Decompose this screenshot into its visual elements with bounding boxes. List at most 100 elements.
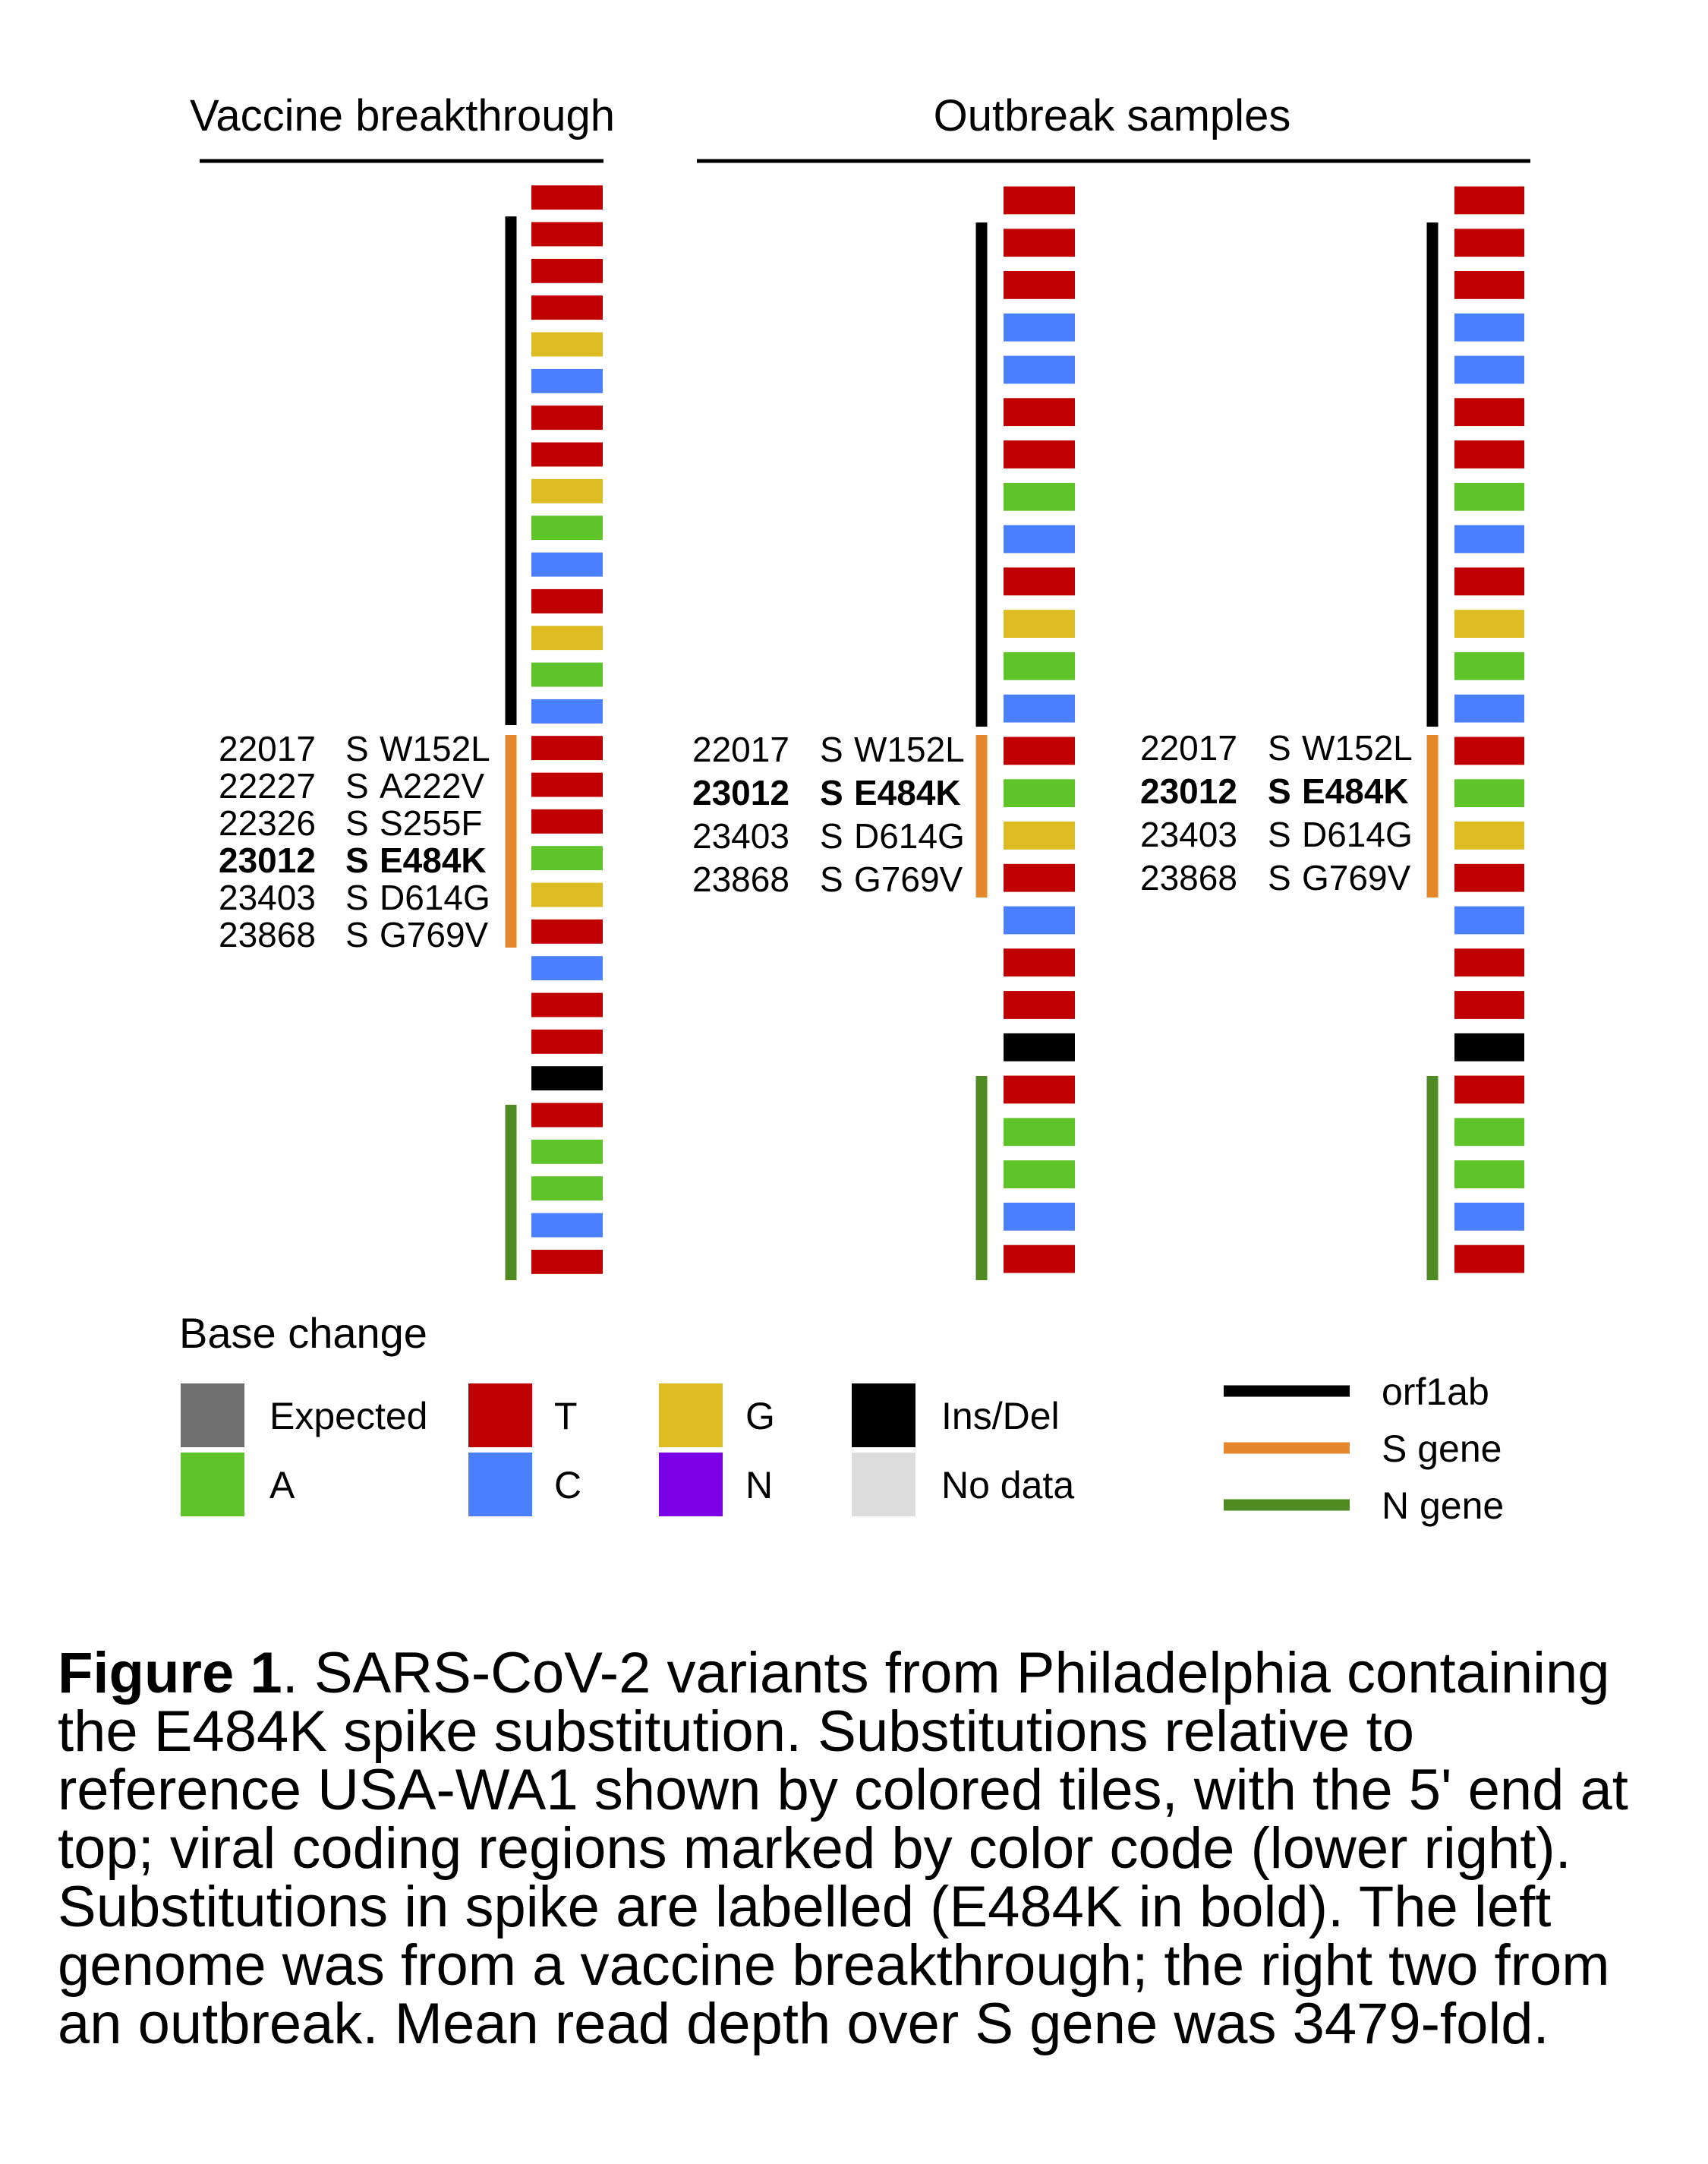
tile-t-22 [1454, 1075, 1524, 1104]
tile-t-1 [1454, 186, 1524, 215]
legend-swatch-n [659, 1453, 723, 1516]
base-change-legend: Expected T G Ins/Del A C N No data [181, 1383, 1074, 1516]
tile-g-13 [531, 626, 603, 651]
spike-label-substitution: W152L [380, 729, 490, 768]
legend-label-s-gene: S gene [1382, 1427, 1502, 1470]
tile-insdel-21 [1004, 1033, 1075, 1061]
tile-t-21 [531, 919, 603, 944]
tile-t-19 [1004, 948, 1075, 977]
spike-label-position: 23868 [1140, 858, 1237, 897]
spike-label-position: 23403 [1140, 815, 1237, 854]
spike-label-gene: S [1268, 858, 1291, 897]
tile-t-24 [531, 1029, 603, 1054]
spike-label-substitution: A222V [380, 766, 484, 806]
tile-insdel-21 [1454, 1033, 1524, 1061]
heading-outbreak-samples: Outbreak samples [934, 91, 1291, 140]
spike-label-gene: S [820, 860, 843, 899]
legend-swatch-g [659, 1383, 723, 1447]
spike-label-gene: S [1268, 815, 1291, 854]
tile-t-7 [531, 405, 603, 431]
legend-swatch-c [468, 1453, 532, 1516]
tile-t-18 [531, 809, 603, 834]
tile-c-22 [531, 956, 603, 981]
tile-t-7 [1454, 440, 1524, 468]
tile-a-8 [1454, 482, 1524, 511]
tile-t-2 [531, 222, 603, 247]
tile-t-20 [1454, 991, 1524, 1019]
tile-g-20 [531, 882, 603, 907]
spike-label-substitution: E484K [380, 841, 487, 880]
tile-a-28 [531, 1176, 603, 1201]
tile-c-13 [1004, 694, 1075, 723]
tile-t-16 [531, 736, 603, 761]
tile-c-15 [531, 699, 603, 724]
tile-c-6 [531, 368, 603, 393]
spike-label-substitution: D614G [380, 878, 490, 917]
tile-g-16 [1004, 822, 1075, 850]
spike-label-gene: S [345, 878, 369, 917]
tile-t-1 [1004, 186, 1075, 215]
spike-label-gene: S [345, 766, 369, 806]
caption-text: . SARS-CoV-2 variants from Philadelphia … [58, 1641, 1628, 2056]
spike-label-position: 23868 [692, 860, 789, 899]
spike-label-position: 22017 [692, 730, 789, 769]
tile-a-15 [1454, 779, 1524, 808]
tile-a-14 [531, 662, 603, 687]
tile-c-25 [1004, 1202, 1075, 1231]
tile-t-30 [531, 1249, 603, 1274]
tile-t-22 [1004, 1075, 1075, 1104]
tile-c-4 [1454, 313, 1524, 342]
spike-label-substitution: W152L [1302, 728, 1413, 768]
tile-t-26 [1454, 1244, 1524, 1273]
spike-label-gene: S [345, 803, 369, 843]
spike-label-gene: S [820, 730, 843, 769]
tile-a-10 [531, 516, 603, 541]
legend-label-c: C [554, 1464, 581, 1506]
tile-g-5 [531, 332, 603, 357]
tile-g-9 [531, 478, 603, 503]
tile-c-9 [1454, 525, 1524, 554]
spike-label-position: 23403 [219, 878, 316, 917]
legend-label-g: G [745, 1395, 775, 1437]
legend-swatch-a [181, 1453, 244, 1516]
spike-label-position: 22017 [219, 729, 316, 768]
heading-vaccine-breakthrough: Vaccine breakthrough [190, 91, 615, 140]
spike-label-gene: S [345, 915, 369, 954]
spike-label-position: 23868 [219, 915, 316, 954]
tile-t-23 [531, 992, 603, 1017]
tile-t-10 [1454, 567, 1524, 596]
figure-caption: Figure 1. SARS-CoV-2 variants from Phila… [58, 1644, 1667, 2053]
tile-t-3 [1004, 271, 1075, 299]
tile-t-2 [1454, 229, 1524, 257]
spike-label-substitution: G769V [380, 915, 489, 954]
tile-t-1 [531, 185, 603, 210]
spike-label-position: 23012 [1140, 771, 1237, 811]
tile-c-29 [531, 1213, 603, 1238]
tile-c-5 [1004, 355, 1075, 384]
tile-a-27 [531, 1139, 603, 1164]
tile-insdel-25 [531, 1066, 603, 1091]
tile-a-8 [1004, 482, 1075, 511]
tile-c-5 [1454, 355, 1524, 384]
tile-c-13 [1454, 694, 1524, 723]
tile-t-7 [1004, 440, 1075, 468]
spike-label-substitution: E484K [854, 773, 961, 812]
tile-a-24 [1004, 1160, 1075, 1188]
legend-title: Base change [179, 1309, 427, 1357]
tile-t-3 [1454, 271, 1524, 299]
tile-g-11 [1004, 610, 1075, 638]
spike-label-gene: S [345, 841, 369, 880]
legend-label-expected: Expected [269, 1395, 427, 1437]
spike-label-position: 22326 [219, 803, 316, 843]
tile-t-26 [531, 1103, 603, 1128]
tile-t-4 [531, 295, 603, 320]
legend-swatch-t [468, 1383, 532, 1447]
legend-label-orf1ab: orf1ab [1382, 1371, 1489, 1413]
tile-t-17 [1454, 863, 1524, 892]
spike-label-position: 23403 [692, 816, 789, 856]
spike-label-position: 22227 [219, 766, 316, 806]
spike-label-gene: S [1268, 771, 1291, 811]
spike-label-substitution: D614G [854, 816, 965, 856]
coding-region-legend: orf1ab S gene N gene [1224, 1371, 1504, 1527]
